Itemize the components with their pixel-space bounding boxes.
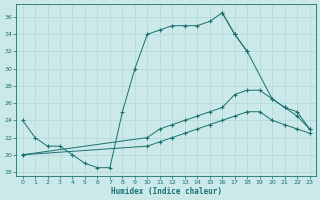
X-axis label: Humidex (Indice chaleur): Humidex (Indice chaleur): [111, 187, 221, 196]
